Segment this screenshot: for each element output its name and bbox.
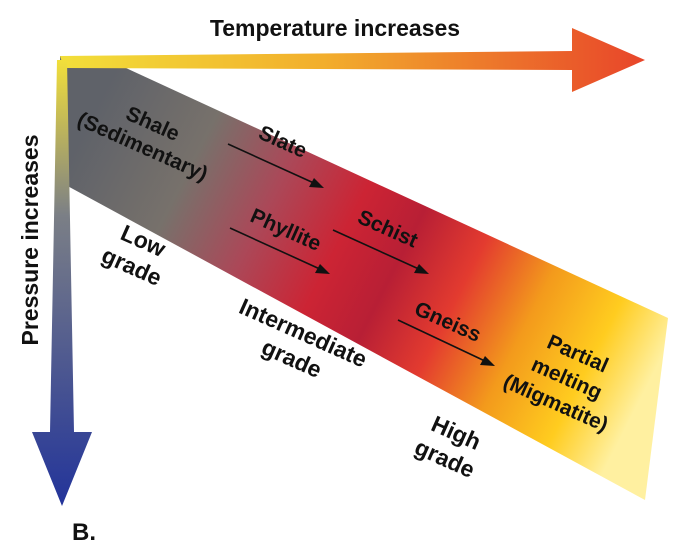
metamorphic-grade-band [60,56,668,500]
panel-label: B. [72,519,96,546]
phyllite-to-schist-arrow [229,227,330,274]
high-grade-label: High grade [411,410,485,482]
temperature-arrow [60,28,645,92]
pressure-arrow [32,60,92,506]
gneiss-to-partial-melting-arrow [397,319,495,366]
slate-to-schist-arrow [227,143,324,188]
temperature-axis-label: Temperature increases [210,15,460,41]
pressure-axis-label: Pressure increases [17,135,43,346]
schist-to-gneiss-arrow [332,229,429,274]
